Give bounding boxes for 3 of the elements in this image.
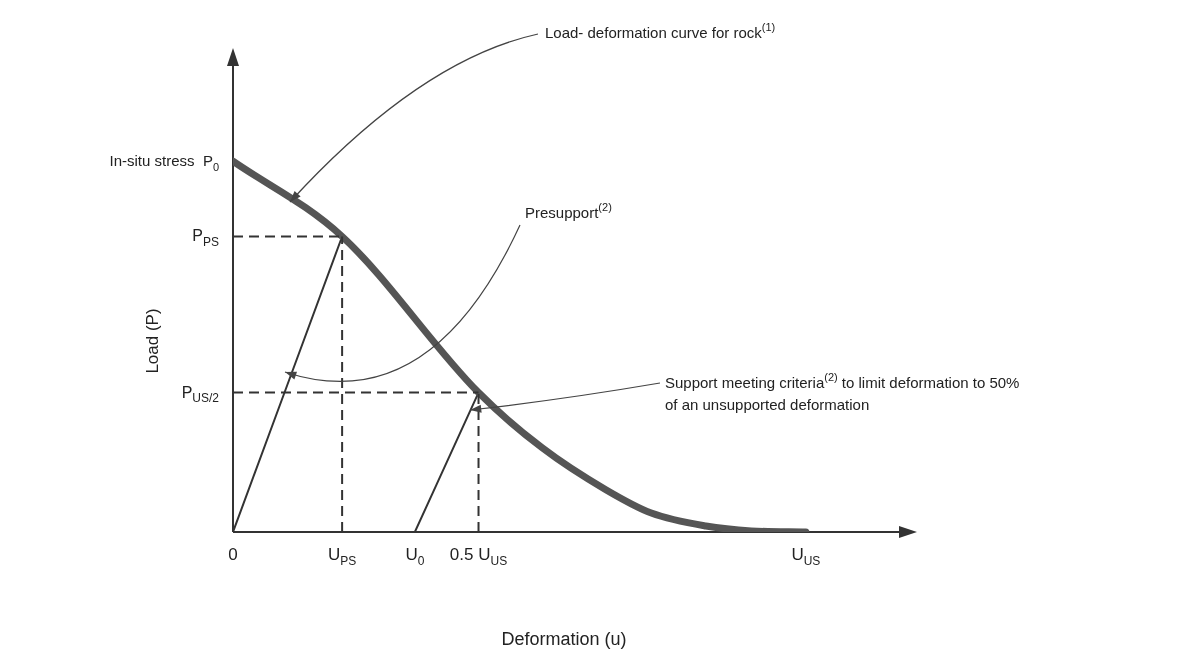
x-axis-title: Deformation (u) <box>501 629 627 649</box>
x-tick-label: 0 <box>228 545 238 564</box>
y-axis-title: Load (P) <box>143 308 162 374</box>
